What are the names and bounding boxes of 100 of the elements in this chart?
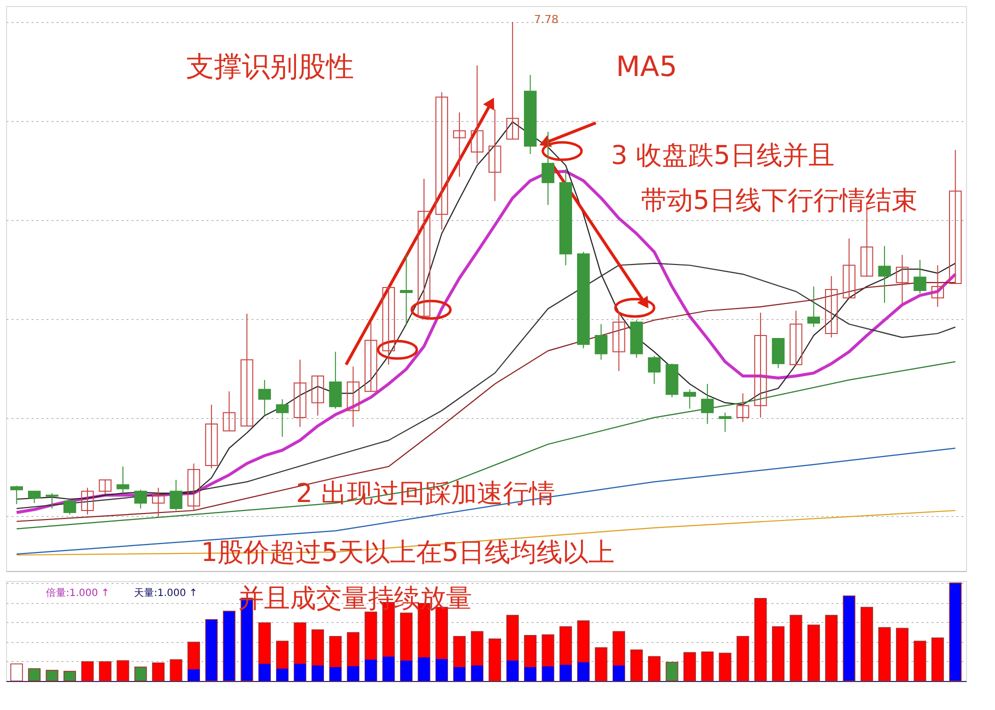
- bar: [312, 666, 324, 681]
- candlestick: [382, 287, 395, 366]
- candlestick: [807, 286, 820, 328]
- bar: [81, 661, 94, 682]
- bar: [612, 666, 625, 681]
- bar: [736, 636, 750, 682]
- bar: [400, 660, 412, 681]
- bar: [506, 660, 518, 681]
- candlestick: [28, 490, 41, 504]
- candlestick: [683, 388, 696, 410]
- bar: [648, 656, 661, 682]
- candlestick: [594, 324, 608, 360]
- bar: [28, 668, 41, 682]
- candlestick: [718, 412, 732, 432]
- bar: [64, 670, 76, 682]
- bar: [914, 640, 926, 682]
- bar: [878, 627, 891, 682]
- bar: [188, 669, 200, 681]
- candlestick: [736, 392, 750, 422]
- candlestick: [170, 479, 182, 512]
- candlestick: [346, 366, 360, 428]
- candlestick: [949, 150, 962, 284]
- candlestick: [542, 131, 554, 206]
- bar: [896, 628, 908, 682]
- candlestick: [187, 463, 200, 512]
- candlestick: [435, 92, 448, 230]
- bar: [542, 666, 554, 681]
- bar: [276, 668, 288, 681]
- candlestick: [790, 310, 802, 366]
- candlestick: [825, 276, 838, 338]
- bar: [594, 647, 608, 682]
- bar: [666, 662, 678, 682]
- bar: [258, 664, 270, 681]
- candlestick: [205, 404, 218, 469]
- candlestick: [842, 238, 856, 298]
- candlestick: [701, 383, 714, 424]
- bar: [718, 652, 732, 682]
- bar: [98, 661, 112, 682]
- candlestick: [258, 379, 271, 416]
- candlestick: [754, 312, 767, 418]
- bar: [931, 638, 944, 682]
- candlestick: [46, 492, 58, 510]
- bar: [578, 662, 590, 681]
- bar: [860, 606, 874, 682]
- bar: [772, 626, 784, 682]
- bar: [436, 658, 448, 681]
- candlestick: [116, 466, 130, 494]
- annotation: 天量:1.000 ↑: [134, 588, 198, 599]
- bar: [294, 664, 306, 681]
- annotation: 3 收盘跌5日线并且: [611, 141, 834, 171]
- bar: [488, 638, 502, 682]
- bar: [418, 657, 430, 681]
- candlestick: [311, 376, 324, 416]
- bar: [347, 666, 360, 681]
- bar: [382, 656, 394, 681]
- candlestick: [294, 359, 306, 428]
- bar: [116, 660, 130, 682]
- candlestick: [134, 489, 147, 510]
- bar: [46, 670, 58, 682]
- annotation: 并且成交量持续放量: [238, 584, 472, 614]
- candlestick: [506, 21, 519, 140]
- bar: [134, 666, 147, 682]
- bar: [152, 662, 165, 682]
- candlestick: [470, 65, 484, 164]
- annotation: MA5: [616, 50, 678, 83]
- candlestick: [878, 245, 891, 304]
- candlestick: [931, 264, 944, 308]
- candlestick: [400, 253, 413, 326]
- candlestick: [276, 398, 289, 438]
- bar: [170, 659, 182, 682]
- bar: [524, 667, 536, 681]
- candlestick: [364, 322, 378, 392]
- annotation: 支撑识别股性: [186, 50, 354, 83]
- bar: [701, 651, 714, 682]
- candlestick: [896, 254, 909, 306]
- candlestick: [453, 112, 466, 178]
- annotation: 带动5日线下行行情结束: [641, 186, 918, 216]
- candlestick: [648, 355, 661, 384]
- bar: [683, 652, 696, 682]
- bar: [330, 667, 342, 681]
- candlestick: [488, 109, 502, 202]
- bar: [825, 614, 838, 682]
- candlestick: [81, 487, 94, 515]
- annotation: 倍量:1.000 ↑: [46, 587, 110, 599]
- bar: [560, 664, 572, 681]
- annotation: 7.78: [534, 13, 558, 26]
- bar: [630, 650, 643, 682]
- bar: [471, 666, 483, 681]
- bar: [365, 660, 377, 681]
- bar: [10, 663, 23, 682]
- candlestick: [152, 487, 165, 517]
- candlestick: [222, 390, 236, 432]
- candlestick: [612, 312, 626, 372]
- candlestick: [914, 259, 926, 294]
- bar: [754, 598, 767, 682]
- bar: [790, 614, 802, 682]
- candlestick: [418, 178, 430, 317]
- bar: [807, 624, 820, 682]
- candlestick: [98, 479, 112, 495]
- candlestick: [240, 313, 254, 426]
